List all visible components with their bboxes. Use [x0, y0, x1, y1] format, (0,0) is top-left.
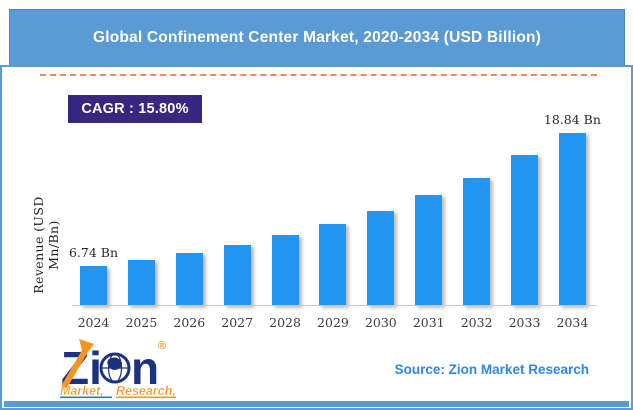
bar-column-2031: 2031 [413, 120, 445, 330]
data-label-2034: 18.84 Bn [543, 112, 601, 127]
bar-2026 [175, 253, 203, 306]
bar-2032 [463, 178, 491, 306]
x-tick-2033: 2033 [508, 315, 541, 330]
x-tick-2034: 2034 [556, 315, 589, 330]
bar-column-2028: 2028 [269, 120, 301, 330]
logo-underline-blue [60, 396, 112, 399]
logo-globe-icon [99, 352, 131, 384]
bar-2031 [415, 195, 443, 306]
x-tick-2026: 2026 [173, 315, 206, 330]
bar-2033 [511, 155, 539, 306]
x-tick-2031: 2031 [412, 315, 445, 330]
logo-underline-orange [116, 396, 176, 399]
footer-strip [4, 401, 629, 407]
cagr-badge: CAGR : 15.80% [68, 95, 202, 123]
bar-2034 [558, 133, 586, 306]
x-axis-line [72, 305, 597, 306]
bar-column-2032: 2032 [461, 120, 493, 330]
bar-column-2027: 2027 [221, 120, 253, 330]
logo-registered-mark: ® [158, 340, 166, 352]
bar-column-2024: 2024 6.74 Bn [69, 120, 118, 330]
x-tick-2025: 2025 [125, 315, 158, 330]
x-tick-2024: 2024 [77, 315, 110, 330]
bars: 2024 6.74 Bn 2025 2026 2027 2028 2029 2030 2031 2… [69, 112, 601, 330]
logo-tagline-research: Research, [116, 384, 176, 398]
x-tick-2028: 2028 [269, 315, 301, 330]
bar-column-2029: 2029 [317, 120, 349, 330]
logo-text-n: n [131, 342, 159, 394]
x-tick-2027: 2027 [221, 315, 254, 330]
logo-arrow-icon [61, 339, 94, 389]
bar-column-2025: 2025 [125, 120, 157, 330]
y-axis-label: Revenue (USD Mn/Bn) [31, 196, 61, 294]
bar-column-2026: 2026 [173, 120, 205, 330]
bar-2028 [271, 235, 299, 306]
bar-column-2033: 2033 [509, 120, 540, 330]
dashed-divider [40, 74, 597, 76]
bar-2030 [367, 211, 395, 306]
x-tick-2032: 2032 [460, 315, 493, 330]
chart-title: Global Confinement Center Market, 2020-2… [92, 28, 542, 46]
bar-column-2034: 2034 18.84 Bn [544, 112, 601, 330]
x-tick-2029: 2029 [317, 315, 349, 330]
content-frame [0, 65, 633, 410]
bar-2025 [127, 260, 155, 306]
logo-tagline-market: Market, [60, 384, 104, 398]
x-tick-2030: 2030 [364, 315, 397, 330]
bar-column-2030: 2030 [365, 120, 397, 330]
source-attribution: Source: Zion Market Research [394, 362, 589, 377]
zion-logo: Zi n ® Market, Research, [60, 339, 176, 399]
bar-2024 [80, 266, 107, 306]
bar-2027 [223, 245, 251, 306]
bar-2029 [319, 224, 347, 306]
title-band: Global Confinement Center Market, 2020-2… [9, 9, 625, 66]
data-label-2024: 6.74 Bn [68, 245, 119, 260]
